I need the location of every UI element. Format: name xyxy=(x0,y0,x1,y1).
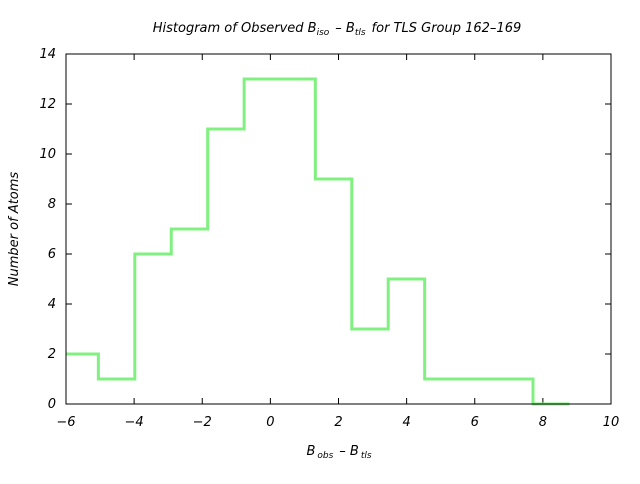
histogram-bin xyxy=(98,379,134,404)
xlabel-sub-tls: tls xyxy=(361,451,372,461)
title-prefix: Histogram of Observed B xyxy=(153,21,317,36)
x-tick-label: 8 xyxy=(539,415,547,430)
histogram-bin xyxy=(244,79,315,404)
histogram-bin xyxy=(315,179,351,404)
x-tick-label: 6 xyxy=(471,415,479,430)
y-tick-label: 12 xyxy=(39,97,56,112)
x-tick-label: 2 xyxy=(334,415,342,430)
y-tick-label: 4 xyxy=(48,297,56,312)
y-tick-label: 10 xyxy=(39,147,56,162)
xlabel-main: B xyxy=(306,444,315,459)
title-suffix: for TLS Group 162–169 xyxy=(372,21,522,36)
y-tick-label: 14 xyxy=(39,47,56,62)
xlabel-middle: – B xyxy=(339,444,359,459)
histogram-bin xyxy=(135,254,171,404)
x-tick-label: −2 xyxy=(193,415,212,430)
histogram-bin xyxy=(388,279,424,404)
title-middle: – B xyxy=(335,21,355,36)
y-tick-label: 8 xyxy=(48,197,56,212)
x-tick-label: 0 xyxy=(266,415,274,430)
y-tick-label: 2 xyxy=(48,347,56,362)
histogram-bin xyxy=(208,129,244,404)
series-layer xyxy=(66,77,570,406)
x-tick-label: 10 xyxy=(603,415,620,430)
title-sub-iso: iso xyxy=(317,28,330,38)
x-tick-label: −6 xyxy=(56,415,75,430)
plot-frame xyxy=(65,53,612,405)
title-sub-tls: tls xyxy=(355,28,366,38)
y-tick-label: 6 xyxy=(48,247,56,262)
x-tick-label: −4 xyxy=(125,415,144,430)
chart-title: Histogram of Observed Biso – Btls for TLS … xyxy=(153,21,522,38)
histogram-step-line xyxy=(66,77,570,406)
y-tick-label: 0 xyxy=(48,397,56,412)
y-axis-title: Number of Atoms xyxy=(7,172,22,287)
histogram-bin xyxy=(352,329,388,404)
histogram-bin xyxy=(425,379,533,404)
x-tick-label: 4 xyxy=(402,415,410,430)
histogram-bin xyxy=(171,229,207,404)
histogram-bin xyxy=(66,354,98,404)
xlabel-sub-obs: obs xyxy=(317,451,333,461)
